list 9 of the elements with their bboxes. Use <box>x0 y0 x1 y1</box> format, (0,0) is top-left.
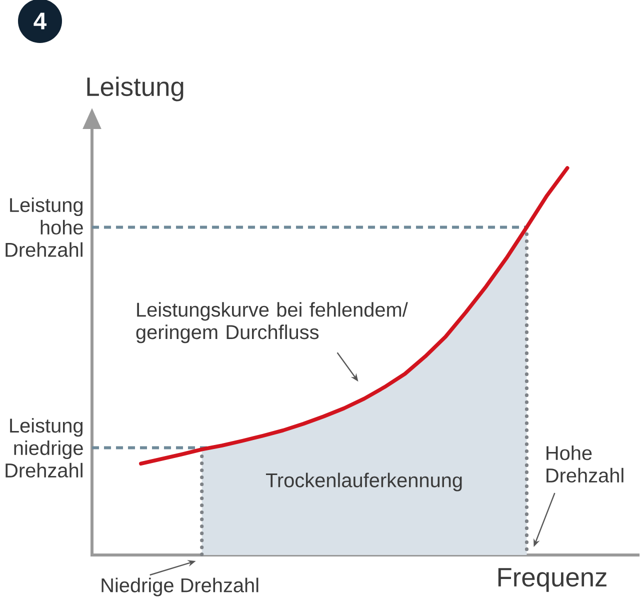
ref-line-label: Leistung hohe Drehzahl <box>6 197 83 257</box>
x-axis-title: Frequenz <box>498 568 606 592</box>
series-label: Leistungskurve bei fehlendem/ geringem Durchfluss <box>136 302 408 344</box>
y-axis-title: Leistung <box>87 76 184 102</box>
annotation: Hohe Drehzahl <box>546 445 624 483</box>
text: Niedrige Drehzahl <box>102 578 258 596</box>
chart-title: 4 <box>34 12 47 30</box>
series-label: Trockenlauferkennung <box>266 472 462 492</box>
ref-line-label: Leistung niedrige Drehzahl <box>6 418 83 478</box>
